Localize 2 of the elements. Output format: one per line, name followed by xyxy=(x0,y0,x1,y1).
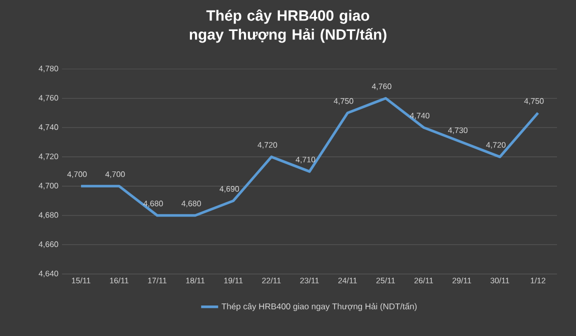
chart-title: Thép cây HRB400 giao ngay Thượng Hải (NDT/tấn) xyxy=(190,10,386,43)
legend-label: Thép cây HRB400 giao ngay Thượng Hải (NDT/tấn) xyxy=(222,302,417,312)
